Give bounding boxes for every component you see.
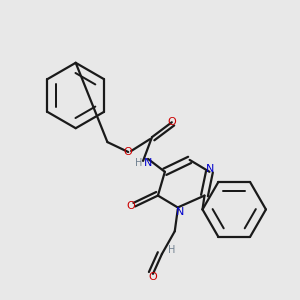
Text: N: N (206, 164, 214, 174)
Text: N: N (176, 207, 184, 218)
Text: O: O (148, 272, 157, 282)
Text: N: N (144, 158, 152, 168)
Text: O: O (124, 147, 133, 157)
Text: O: O (127, 202, 136, 212)
Text: H: H (135, 158, 143, 168)
Text: H: H (168, 245, 176, 255)
Text: O: O (167, 117, 176, 127)
